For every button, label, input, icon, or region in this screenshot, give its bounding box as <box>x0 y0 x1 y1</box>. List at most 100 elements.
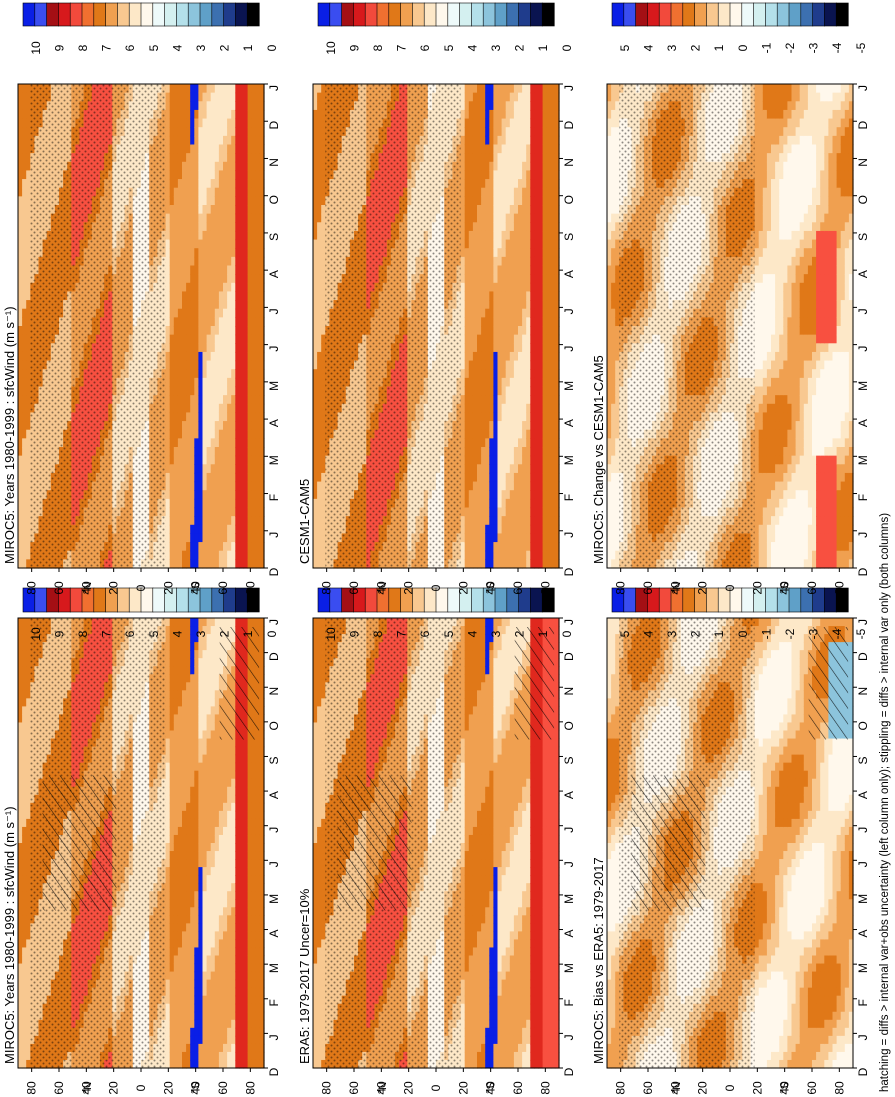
heatmap-cell <box>198 995 204 1005</box>
heatmap-cell <box>22 650 27 659</box>
heatmap-cell <box>18 222 23 232</box>
heatmap-cell <box>231 810 236 820</box>
heatmap-cell <box>247 746 253 756</box>
heatmap-cell <box>210 794 216 804</box>
heatmap-cell <box>173 995 179 1005</box>
heatmap-cell <box>214 674 220 683</box>
heatmap-cell <box>202 722 208 732</box>
hatching-overlay <box>42 775 117 911</box>
heatmap-cell <box>18 326 23 336</box>
heatmap-cell <box>26 851 31 860</box>
heatmap-cell <box>177 666 183 675</box>
month-label: J <box>267 619 281 625</box>
heatmap-cell <box>182 746 187 756</box>
heatmap-cell <box>18 205 23 215</box>
heatmap-cell <box>227 867 232 876</box>
heatmap-cell <box>231 883 236 892</box>
heatmap-cell <box>235 1043 240 1053</box>
heatmap-cell <box>218 770 224 780</box>
heatmap-cell <box>190 851 195 860</box>
heatmap-cell <box>26 550 31 560</box>
heatmap-cell <box>177 794 183 804</box>
heatmap-cell <box>26 403 31 414</box>
heatmap-cell <box>202 706 208 716</box>
heatmap-cell <box>22 987 27 997</box>
heatmap-cell <box>223 618 228 627</box>
heatmap-cell <box>202 1011 208 1021</box>
heatmap-cell <box>210 971 216 981</box>
heatmap-cell <box>206 891 212 900</box>
heatmap-cell <box>239 618 245 627</box>
heatmap-cell <box>182 859 187 868</box>
heatmap-cell <box>18 674 23 683</box>
heatmap-cell <box>243 851 249 860</box>
heatmap-cell <box>235 859 240 868</box>
heatmap-cell <box>18 907 23 916</box>
heatmap-cell <box>173 971 179 981</box>
heatmap-cell <box>206 1027 212 1037</box>
heatmap-cell <box>177 899 183 908</box>
heatmap-cell <box>198 1051 204 1061</box>
heatmap-cell <box>235 923 240 932</box>
heatmap-cell <box>218 1019 224 1029</box>
heatmap-cell <box>198 891 204 900</box>
heatmap-cell <box>194 642 199 651</box>
heatmap-cell <box>251 826 257 836</box>
heatmap-cell <box>206 939 212 949</box>
heatmap-cell <box>255 899 261 908</box>
heatmap-cell <box>218 859 224 868</box>
heatmap-cell <box>206 746 212 756</box>
heatmap-cell <box>26 682 31 691</box>
heatmap-cell <box>218 738 224 748</box>
heatmap-cell <box>227 1019 232 1029</box>
heatmap-cell <box>177 706 183 716</box>
heatmap-cell <box>22 230 27 241</box>
heatmap-cell <box>177 1003 183 1013</box>
heatmap-cell <box>206 786 212 796</box>
heatmap-cell <box>26 923 31 932</box>
heatmap-cell <box>26 1035 31 1045</box>
heatmap-cell <box>198 810 204 820</box>
heatmap-cell <box>186 883 191 892</box>
heatmap-cell <box>165 1011 171 1021</box>
heatmap-cell <box>239 907 245 916</box>
heatmap-cell <box>173 939 179 949</box>
heatmap-cell <box>235 778 240 788</box>
heatmap-cell <box>177 786 183 796</box>
heatmap-cell <box>182 674 187 683</box>
heatmap-cell <box>165 722 171 732</box>
heatmap-cell <box>18 947 23 957</box>
heatmap-cell <box>243 923 249 932</box>
heatmap-cell <box>173 722 179 732</box>
heatmap-cell <box>22 931 27 941</box>
heatmap-cell <box>239 939 245 949</box>
heatmap-cell <box>235 875 240 884</box>
heatmap-cell <box>186 802 191 812</box>
heatmap-cell <box>223 1003 228 1013</box>
heatmap-cell <box>194 746 199 756</box>
heatmap-cell <box>190 907 195 916</box>
heatmap-cell <box>231 987 236 997</box>
heatmap-cell <box>194 859 199 868</box>
heatmap-cell <box>165 834 171 844</box>
heatmap-cell <box>26 658 31 667</box>
heatmap-cell <box>218 907 224 916</box>
heatmap-cell <box>22 351 27 362</box>
heatmap-cell <box>186 642 191 651</box>
heatmap-cell <box>22 507 27 517</box>
heatmap-cell <box>182 1059 187 1069</box>
heatmap-cell <box>223 826 228 836</box>
heatmap-cell <box>182 979 187 989</box>
heatmap-cell <box>177 834 183 844</box>
heatmap-cell <box>227 963 232 973</box>
heatmap-cell <box>202 818 208 828</box>
colorbar-label: 0 <box>265 630 279 637</box>
heatmap-cell <box>190 738 195 748</box>
heatmap-cell <box>247 1035 253 1045</box>
heatmap-cell <box>259 690 265 699</box>
heatmap-cell <box>169 1011 175 1021</box>
heatmap-cell <box>227 1035 232 1045</box>
heatmap-cell <box>26 867 31 876</box>
heatmap-cell <box>186 979 191 989</box>
heatmap-cell <box>218 867 224 876</box>
